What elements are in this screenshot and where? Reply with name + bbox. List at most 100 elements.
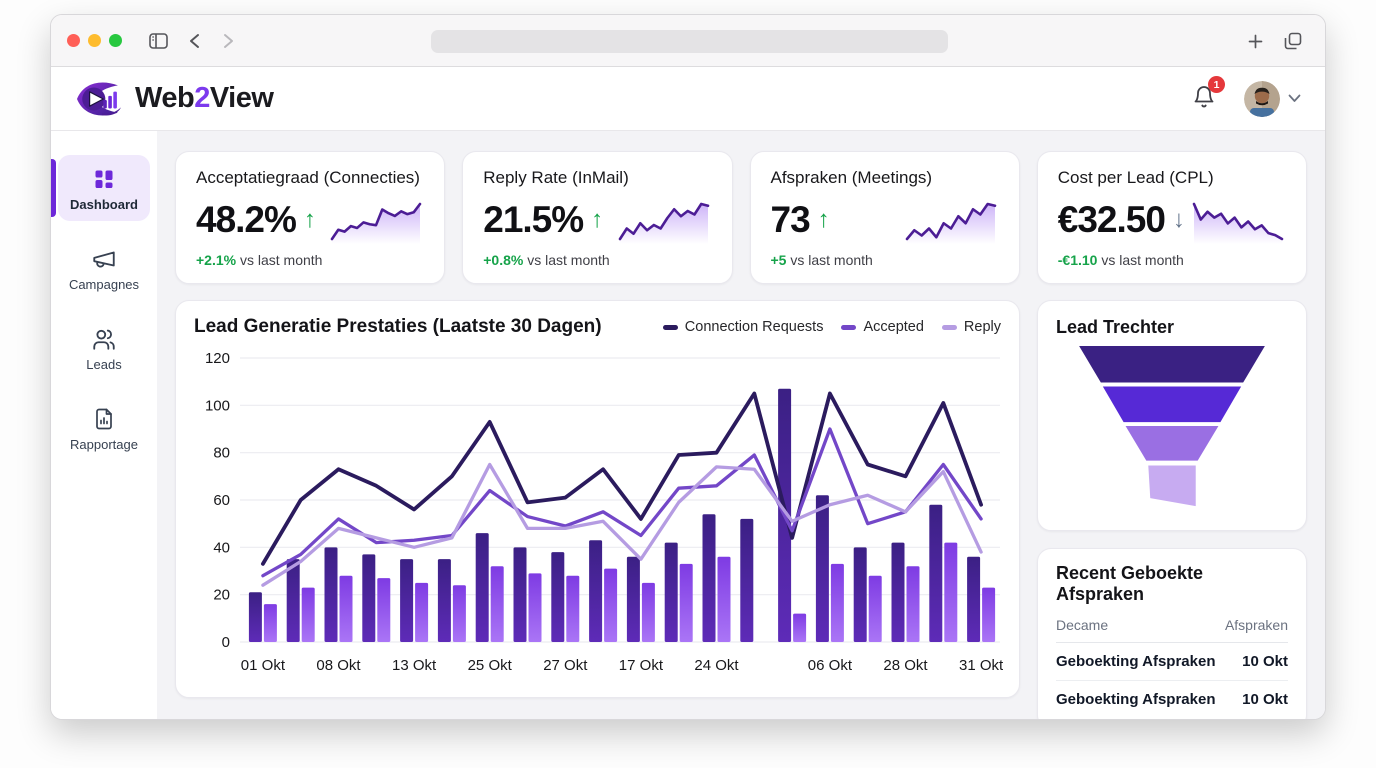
address-bar[interactable] — [431, 30, 948, 53]
kpi-delta: +2.1% vs last month — [196, 252, 323, 268]
svg-text:24 Okt: 24 Okt — [694, 657, 739, 674]
kpi-value: 21.5% — [483, 199, 584, 240]
tab-overview-button[interactable] — [1279, 27, 1307, 55]
svg-text:60: 60 — [213, 492, 230, 509]
back-button[interactable] — [180, 27, 208, 55]
web2view-logo-icon — [77, 82, 122, 115]
kpi-card-afspraken: Afspraken (Meetings) 73 ↑ +5 vs last mon… — [749, 151, 1020, 284]
svg-text:0: 0 — [222, 634, 230, 651]
brand-name: Web2View — [135, 82, 274, 114]
browser-window: Web2View 1 — [50, 14, 1326, 720]
combo-chart: 0 20 40 60 80 100 120 01 Okt 08 Okt 13 Okt 25 Okt 2… — [205, 350, 1004, 674]
chart-title: Lead Generatie Prestaties (Laatste 30 Da… — [194, 316, 602, 337]
account-menu-chevron[interactable] — [1288, 90, 1301, 108]
kpi-card-acceptatiegraad: Acceptatiegraad (Connecties) 48.2% ↑ +2.… — [175, 151, 446, 284]
notification-badge: 1 — [1208, 76, 1225, 93]
column-header: Decame — [1056, 617, 1109, 633]
sidebar-item-leads[interactable]: Leads — [58, 315, 150, 381]
sidebar-toggle-icon[interactable] — [144, 27, 172, 55]
kpi-value: 73 — [770, 199, 811, 240]
kpi-sparkline — [1192, 202, 1284, 244]
svg-text:28 Okt: 28 Okt — [883, 657, 928, 674]
sidebar-item-label: Leads — [86, 357, 122, 372]
notifications-button[interactable]: 1 — [1192, 76, 1225, 114]
svg-text:80: 80 — [213, 445, 230, 462]
trend-up-icon: ↑ — [817, 206, 830, 233]
recent-table-header: Decame Afspraken — [1056, 613, 1288, 643]
browser-chrome — [51, 15, 1325, 67]
row-label: Geboekting Afspraken — [1056, 653, 1216, 670]
megaphone-icon — [91, 246, 117, 272]
kpi-title: Cost per Lead (CPL) — [1057, 168, 1214, 187]
column-header: Afspraken — [1224, 617, 1288, 633]
kpi-title: Reply Rate (InMail) — [483, 168, 629, 187]
user-avatar[interactable] — [1244, 80, 1280, 117]
kpi-value: €32.50 — [1057, 199, 1166, 240]
trend-down-icon: ↓ — [1172, 206, 1185, 233]
dashboard-grid-icon — [91, 166, 117, 192]
legend-marker — [941, 324, 957, 330]
kpi-sparkline — [905, 202, 997, 244]
svg-text:01 Okt: 01 Okt — [241, 657, 286, 674]
kpi-value: 48.2% — [196, 199, 297, 240]
funnel-title: Lead Trechter — [1056, 317, 1175, 337]
kpi-sparkline — [618, 202, 709, 244]
legend-item-connection-requests[interactable]: Connection Requests — [662, 319, 823, 335]
kpi-delta: +5 vs last month — [770, 252, 873, 268]
forward-button[interactable] — [214, 27, 242, 55]
svg-text:40: 40 — [213, 539, 230, 556]
kpi-delta: +0.8% vs last month — [483, 252, 610, 268]
kpi-card-reply-rate: Reply Rate (InMail) 21.5% ↑ +0.8% vs las… — [462, 151, 733, 284]
svg-text:08 Okt: 08 Okt — [316, 657, 361, 674]
svg-text:31 Okt: 31 Okt — [959, 657, 1003, 674]
row-label: Geboekting Afspraken — [1056, 691, 1216, 708]
legend-marker — [841, 324, 857, 330]
trend-up-icon: ↑ — [591, 206, 604, 233]
sidebar-nav: Dashboard Campagnes Leads Rapportage — [51, 131, 157, 719]
minimize-window-button[interactable] — [88, 34, 101, 47]
new-tab-button[interactable] — [1241, 27, 1269, 55]
kpi-title: Acceptatiegraad (Connecties) — [196, 168, 420, 187]
table-row[interactable]: Geboekting Afspraken 10 Okt — [1056, 643, 1288, 681]
svg-text:25 Okt: 25 Okt — [468, 657, 513, 674]
brand-logo[interactable]: Web2View — [69, 78, 274, 120]
kpi-card-cost-per-lead: Cost per Lead (CPL) €32.50 ↓ -€1.10 vs l… — [1036, 151, 1307, 284]
svg-text:120: 120 — [205, 350, 230, 367]
sidebar-item-rapportage[interactable]: Rapportage — [58, 395, 150, 461]
kpi-row: Acceptatiegraad (Connecties) 48.2% ↑ +2.… — [175, 151, 1307, 284]
app-header: Web2View 1 — [51, 67, 1325, 131]
report-file-icon — [91, 406, 117, 432]
sidebar-item-label: Dashboard — [70, 197, 138, 212]
legend-item-accepted[interactable]: Accepted — [841, 319, 924, 335]
row-value: 10 Okt — [1242, 691, 1288, 708]
lead-funnel-card: Lead Trechter — [1037, 300, 1307, 531]
recent-table: Decame Afspraken Geboekting Afspraken 10… — [1056, 613, 1288, 718]
svg-text:100: 100 — [205, 397, 230, 414]
svg-text:13 Okt: 13 Okt — [392, 657, 437, 674]
row-value: 10 Okt — [1242, 653, 1288, 670]
chart-legend: Connection Requests Accepted Reply — [662, 319, 1001, 335]
kpi-delta: -€1.10 vs last month — [1057, 252, 1184, 268]
svg-text:17 Okt: 17 Okt — [619, 657, 664, 674]
bell-icon — [1194, 86, 1214, 108]
legend-marker — [662, 324, 678, 330]
svg-text:27 Okt: 27 Okt — [543, 657, 588, 674]
recent-appointments-card: Recent Geboekte Afspraken Decame Afsprak… — [1037, 548, 1307, 719]
legend-item-reply[interactable]: Reply — [941, 319, 1001, 335]
funnel-chart — [1079, 346, 1265, 507]
users-icon — [91, 326, 117, 352]
sidebar-item-label: Campagnes — [68, 277, 140, 292]
table-row[interactable]: Geboekting Afspraken 10 Okt — [1056, 681, 1288, 718]
sidebar-item-label: Rapportage — [70, 437, 138, 452]
recent-title: Recent Geboekte Afspraken — [1056, 563, 1204, 604]
close-window-button[interactable] — [67, 34, 80, 47]
kpi-title: Afspraken (Meetings) — [770, 168, 933, 187]
sidebar-item-dashboard[interactable]: Dashboard — [51, 155, 150, 221]
svg-text:20: 20 — [213, 587, 230, 604]
svg-text:06 Okt: 06 Okt — [808, 657, 853, 674]
dashboard-main: Acceptatiegraad (Connecties) 48.2% ↑ +2.… — [157, 131, 1325, 719]
traffic-lights — [67, 34, 122, 47]
lead-generation-chart-card: Lead Generatie Prestaties (Laatste 30 Da… — [175, 300, 1020, 698]
sidebar-item-campagnes[interactable]: Campagnes — [58, 235, 150, 301]
zoom-window-button[interactable] — [109, 34, 122, 47]
